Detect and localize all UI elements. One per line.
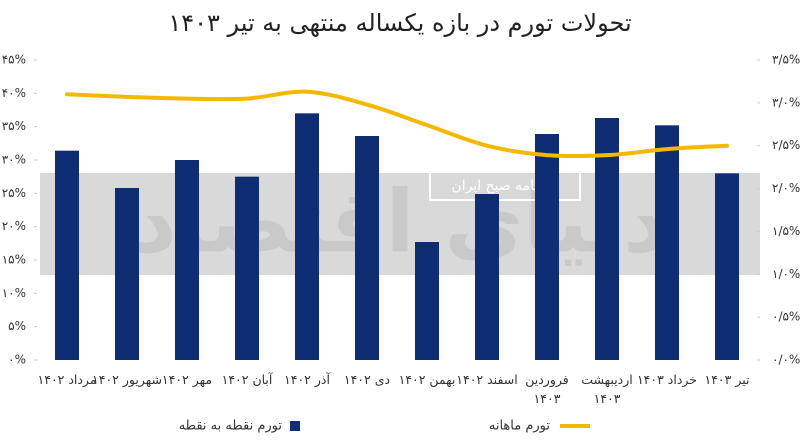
- y-tick-label: ۲۵%: [2, 186, 26, 200]
- y2-tick-label: ۲/۵%: [772, 138, 800, 152]
- bar: [115, 188, 139, 360]
- legend-label: تورم نقطه به نقطه: [179, 419, 283, 434]
- y-tick-label: ۴۰%: [2, 86, 26, 100]
- y2-tick-label: ۳/۵%: [772, 53, 800, 67]
- y-tick-label: ۰%: [8, 353, 26, 367]
- x-tick-label: دی ۱۴۰۲: [343, 372, 391, 387]
- x-tick-label: مرداد ۱۴۰۲: [37, 372, 97, 387]
- x-tick-label: آبان ۱۴۰۲: [221, 372, 273, 387]
- x-tick-label: فروردین ۱۴۰۳: [525, 372, 569, 406]
- y2-tick-label: ۱/۵%: [772, 224, 800, 238]
- y2-tick-label: ۰/۰%: [772, 353, 800, 367]
- bar: [355, 136, 379, 360]
- watermark-badge: روزنامه صبح ایران: [451, 178, 558, 194]
- bar: [415, 242, 439, 360]
- x-tick-label: آذر ۱۴۰۲: [284, 372, 330, 387]
- y2-tick-label: ۰/۵%: [772, 310, 800, 324]
- watermark: دنیای اقتصاد: [133, 172, 668, 272]
- y-tick-label: ۳۰%: [2, 153, 26, 167]
- y2-tick-label: ۱/۰%: [772, 267, 800, 281]
- bar: [535, 134, 559, 360]
- x-tick-label: بهمن ۱۴۰۲: [398, 372, 456, 387]
- bar: [55, 150, 79, 360]
- watermark-badge-box: [429, 169, 581, 201]
- bar: [295, 113, 319, 360]
- x-tick-label: خرداد ۱۴۰۳: [636, 372, 698, 387]
- y-tick-label: ۱۵%: [2, 253, 26, 267]
- legend-swatch: [290, 421, 300, 431]
- x-tick-label: تیر ۱۴۰۳: [704, 372, 750, 387]
- y2-tick-label: ۲/۰%: [772, 181, 800, 195]
- watermark-band: [40, 173, 760, 275]
- bar: [655, 125, 679, 360]
- y2-tick-label: ۳/۰%: [772, 95, 800, 109]
- y-tick-label: ۵%: [8, 319, 26, 333]
- line: [65, 89, 729, 159]
- x-tick-label: اسفند ۱۴۰۲: [456, 372, 518, 387]
- y-tick-label: ۲۰%: [2, 219, 26, 233]
- bar: [475, 194, 499, 360]
- y-tick-label: ۱۰%: [2, 286, 26, 300]
- x-tick-label: اردیبهشت ۱۴۰۳: [581, 372, 633, 406]
- chart-title: تحولات تورم در بازه یکساله منتهی به تیر …: [168, 9, 631, 37]
- y-tick-label: ۳۵%: [2, 119, 26, 133]
- x-tick-label: مهر ۱۴۰۲: [161, 372, 213, 387]
- legend-label: تورم ماهانه: [489, 419, 551, 434]
- bar: [175, 160, 199, 360]
- bar: [235, 176, 259, 360]
- bar: [595, 118, 619, 360]
- y-tick-label: ۴۵%: [2, 53, 26, 67]
- bar: [715, 173, 739, 360]
- x-tick-label: شهریور ۱۴۰۲: [92, 372, 162, 387]
